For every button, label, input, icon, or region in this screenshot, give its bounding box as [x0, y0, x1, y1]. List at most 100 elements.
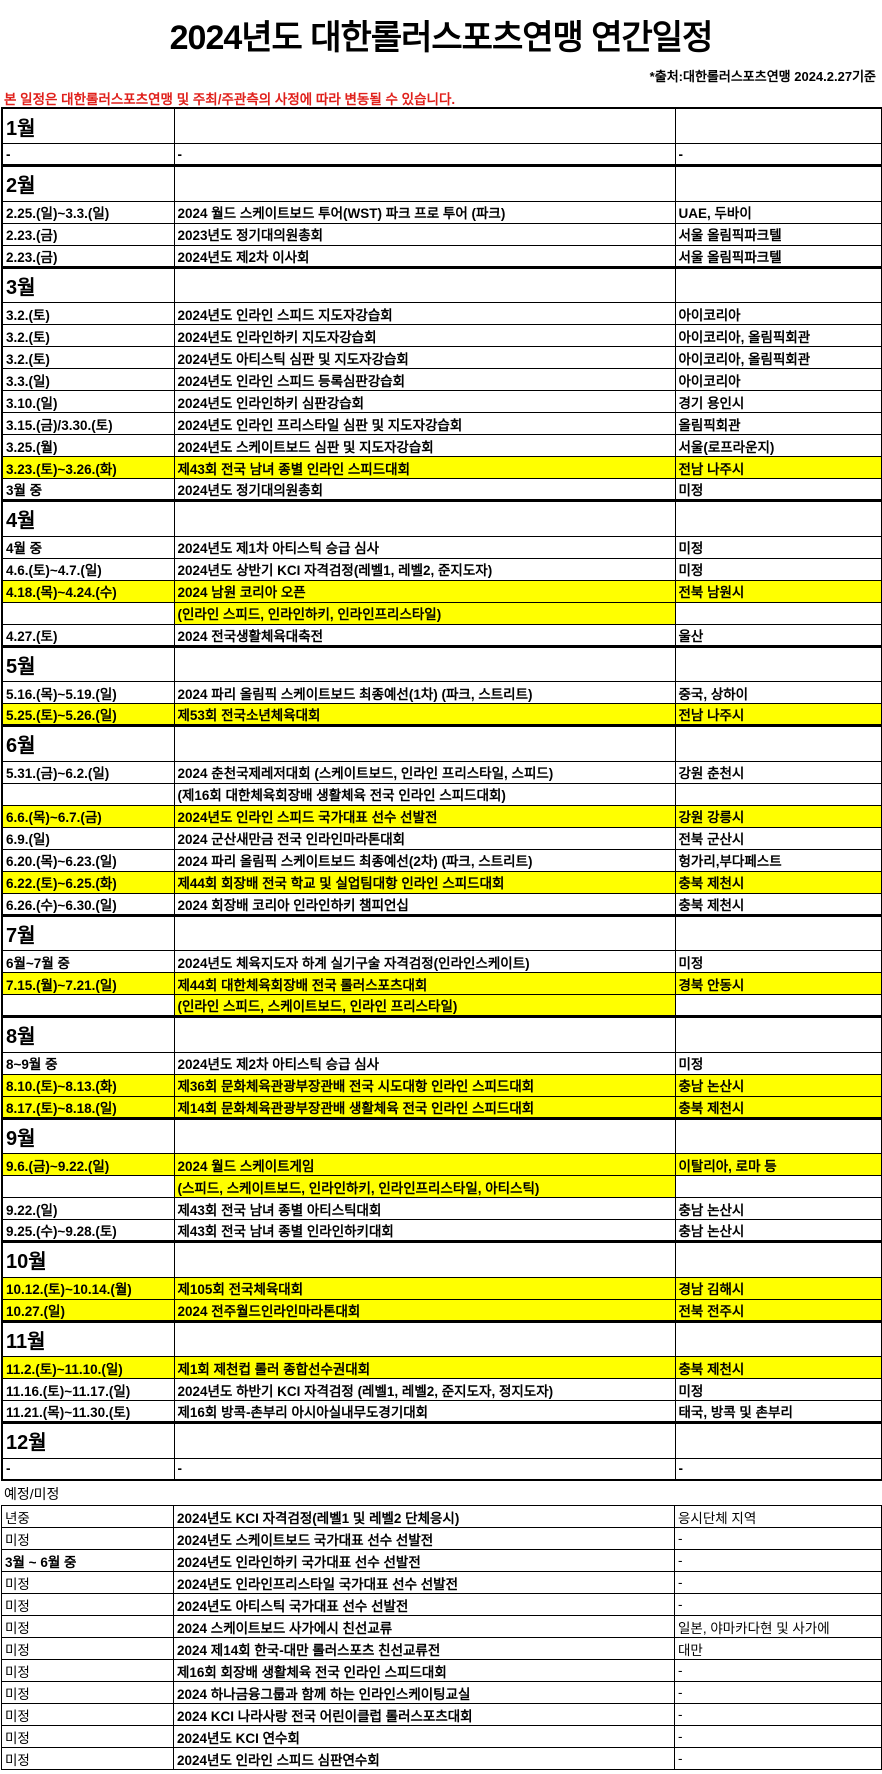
- event-location: -: [674, 1593, 882, 1616]
- schedule-row: 8~9월 중 2024년도 제2차 아티스틱 승급 심사 미정: [1, 1051, 882, 1075]
- event-name: (제16회 대한체육회장배 생활체육 전국 인라인 스피드대회): [173, 782, 676, 806]
- event-date: 년중: [1, 1505, 174, 1528]
- event-name: 제43회 전국 남녀 종별 인라인하키대회: [173, 1219, 676, 1243]
- event-date: 11.2.(토)~11.10.(일): [1, 1356, 175, 1379]
- event-date: 미정: [1, 1615, 174, 1638]
- event-name: 2024 하나금융그룹과 함께 하는 인라인스케이팅교실: [173, 1681, 675, 1704]
- event-location: 충남 논산시: [674, 1073, 882, 1097]
- event-location: [674, 1175, 882, 1198]
- month-header-row: 4월: [1, 500, 882, 537]
- event-name: 2024년도 인라인 스피드 지도자강습회: [173, 302, 676, 325]
- event-name: 2024년도 인라인 스피드 등록심판강습회: [173, 368, 676, 391]
- tbd-row: 미정 2024 KCI 나라사랑 전국 어린이클럽 롤러스포츠대회 -: [1, 1703, 882, 1726]
- month-header-row: 9월: [1, 1117, 882, 1154]
- event-date: 6.22.(토)~6.25.(화): [1, 870, 175, 894]
- event-name: 2024년도 인라인하키 지도자강습회: [173, 324, 676, 347]
- schedule-row: 9.25.(수)~9.28.(토) 제43회 전국 남녀 종별 인라인하키대회 충남…: [1, 1219, 882, 1243]
- empty-cell: [173, 266, 676, 303]
- event-location: 미정: [674, 478, 882, 502]
- empty-cell: [173, 1422, 676, 1459]
- event-location: 충북 제천시: [674, 870, 882, 894]
- event-location: 미정: [674, 950, 882, 973]
- event-name: 2024년도 인라인하키 국가대표 선수 선발전: [173, 1549, 675, 1572]
- schedule-row: 8.10.(토)~8.13.(화) 제36회 문화체육관광부장관배 전국 시도대항…: [1, 1073, 882, 1097]
- empty-cell: [674, 1422, 882, 1459]
- event-date: 미정: [1, 1725, 174, 1748]
- month-header-row: 3월: [1, 266, 882, 303]
- tbd-row: 3월 ~ 6월 중 2024년도 인라인하키 국가대표 선수 선발전 -: [1, 1549, 882, 1572]
- schedule-row: 6.20.(목)~6.23.(일) 2024 파리 올림픽 스케이트보드 최종예선…: [1, 848, 882, 872]
- event-name: 제43회 전국 남녀 종별 아티스틱대회: [173, 1197, 676, 1220]
- event-date: 5.16.(목)~5.19.(일): [1, 681, 175, 704]
- schedule-row: 3.10.(일) 2024년도 인라인하키 심판강습회 경기 용인시: [1, 390, 882, 413]
- event-name: 제53회 전국소년체육대회: [173, 703, 676, 727]
- schedule-row: 11.2.(토)~11.10.(일) 제1회 제천컵 롤러 종합선수권대회 충북 제…: [1, 1356, 882, 1379]
- event-location: 대만: [674, 1637, 882, 1660]
- event-location: -: [674, 1725, 882, 1748]
- event-location: -: [674, 1571, 882, 1594]
- schedule-row: 4월 중 2024년도 제1차 아티스틱 승급 심사 미정: [1, 535, 882, 559]
- empty-cell: [173, 500, 676, 537]
- schedule-row: 11.16.(토)~11.17.(일) 2024년도 하반기 KCI 자격검정 (…: [1, 1378, 882, 1401]
- schedule-row: 3.2.(토) 2024년도 인라인하키 지도자강습회 아이코리아, 올림픽회관: [1, 324, 882, 347]
- empty-cell: [674, 914, 882, 951]
- empty-cell: [173, 1320, 676, 1357]
- empty-cell: [674, 500, 882, 537]
- event-name: 2024 스케이트보드 사가에시 친선교류: [173, 1615, 675, 1638]
- schedule-row: 9.22.(일) 제43회 전국 남녀 종별 아티스틱대회 충남 논산시: [1, 1197, 882, 1220]
- month-header-row: 11월: [1, 1320, 882, 1357]
- month-label: 8월: [1, 1016, 175, 1053]
- event-date: 미정: [1, 1571, 174, 1594]
- month-header-row: 5월: [1, 645, 882, 682]
- event-location: -: [674, 1747, 882, 1770]
- event-location: 서울 올림픽파크텔: [674, 244, 882, 269]
- event-location: 강원 춘천시: [674, 760, 882, 784]
- event-location: -: [674, 1703, 882, 1726]
- event-name: 2024년도 제2차 아티스틱 승급 심사: [173, 1051, 676, 1075]
- event-name: (인라인 스피드, 인라인하키, 인라인프리스타일): [173, 601, 676, 625]
- event-location: [674, 782, 882, 806]
- event-location: 전북 군산시: [674, 826, 882, 850]
- event-name: 2024년도 인라인 스피드 국가대표 선수 선발전: [173, 804, 676, 828]
- event-location: 미정: [674, 535, 882, 559]
- event-location: 중국, 상하이: [674, 681, 882, 704]
- schedule-row: 5.31.(금)~6.2.(일) 2024 춘천국제레저대회 (스케이트보드, 인…: [1, 760, 882, 784]
- month-header-row: 7월: [1, 914, 882, 951]
- schedule-row: (제16회 대한체육회장배 생활체육 전국 인라인 스피드대회): [1, 782, 882, 806]
- tbd-row: 미정 제16회 회장배 생활체육 전국 인라인 스피드대회 -: [1, 1659, 882, 1682]
- event-location: 올림픽회관: [674, 412, 882, 435]
- event-date: 3.23.(토)~3.26.(화): [1, 456, 175, 479]
- event-location: 아이코리아, 올림픽회관: [674, 324, 882, 347]
- event-location: -: [674, 1527, 882, 1550]
- event-location: 전남 나주시: [674, 703, 882, 727]
- event-date: 2.23.(금): [1, 222, 175, 246]
- schedule-row: (스피드, 스케이트보드, 인라인하키, 인라인프리스타일, 아티스틱): [1, 1175, 882, 1198]
- month-label: 9월: [1, 1117, 175, 1154]
- schedule-row: 3월 중 2024년도 정기대의원총회 미정: [1, 478, 882, 502]
- schedule-row: 6.22.(토)~6.25.(화) 제44회 회장배 전국 학교 및 실업팀대항 …: [1, 870, 882, 894]
- event-location: 울산: [674, 623, 882, 648]
- event-name: 2024 군산새만금 전국 인라인마라톤대회: [173, 826, 676, 850]
- event-date: [1, 782, 175, 806]
- schedule-row: 5.25.(토)~5.26.(일) 제53회 전국소년체육대회 전남 나주시: [1, 703, 882, 727]
- event-name: 2024 춘천국제레저대회 (스케이트보드, 인라인 프리스타일, 스피드): [173, 760, 676, 784]
- event-date: 6.26.(수)~6.30.(일): [1, 892, 175, 917]
- tbd-row: 미정 2024년도 KCI 연수회 -: [1, 1725, 882, 1748]
- event-date: 미정: [1, 1527, 174, 1550]
- month-header-row: 6월: [1, 725, 882, 762]
- empty-cell: [173, 1117, 676, 1154]
- event-name: 제16회 회장배 생활체육 전국 인라인 스피드대회: [173, 1659, 675, 1682]
- month-header-row: 10월: [1, 1241, 882, 1278]
- tbd-section-label: 예정/미정: [4, 1486, 60, 1502]
- event-name: 제44회 대한체육회장배 전국 롤러스포츠대회: [173, 972, 676, 995]
- tbd-row: 미정 2024년도 스케이트보드 국가대표 선수 선발전 -: [1, 1527, 882, 1550]
- event-date: 4.6.(토)~4.7.(일): [1, 557, 175, 581]
- month-header-row: 2월: [1, 165, 882, 202]
- event-name: 2024년도 체육지도자 하계 실기구술 자격검정(인라인스케이트): [173, 950, 676, 973]
- event-name: 2024 남원 코리아 오픈: [173, 579, 676, 603]
- empty-cell: [173, 107, 676, 144]
- month-label: 11월: [1, 1320, 175, 1357]
- schedule-row: 6.26.(수)~6.30.(일) 2024 회장배 코리아 인라인하키 챔피언십…: [1, 892, 882, 917]
- tbd-row: 미정 2024년도 인라인프리스타일 국가대표 선수 선발전 -: [1, 1571, 882, 1594]
- event-name: 제36회 문화체육관광부장관배 전국 시도대항 인라인 스피드대회: [173, 1073, 676, 1097]
